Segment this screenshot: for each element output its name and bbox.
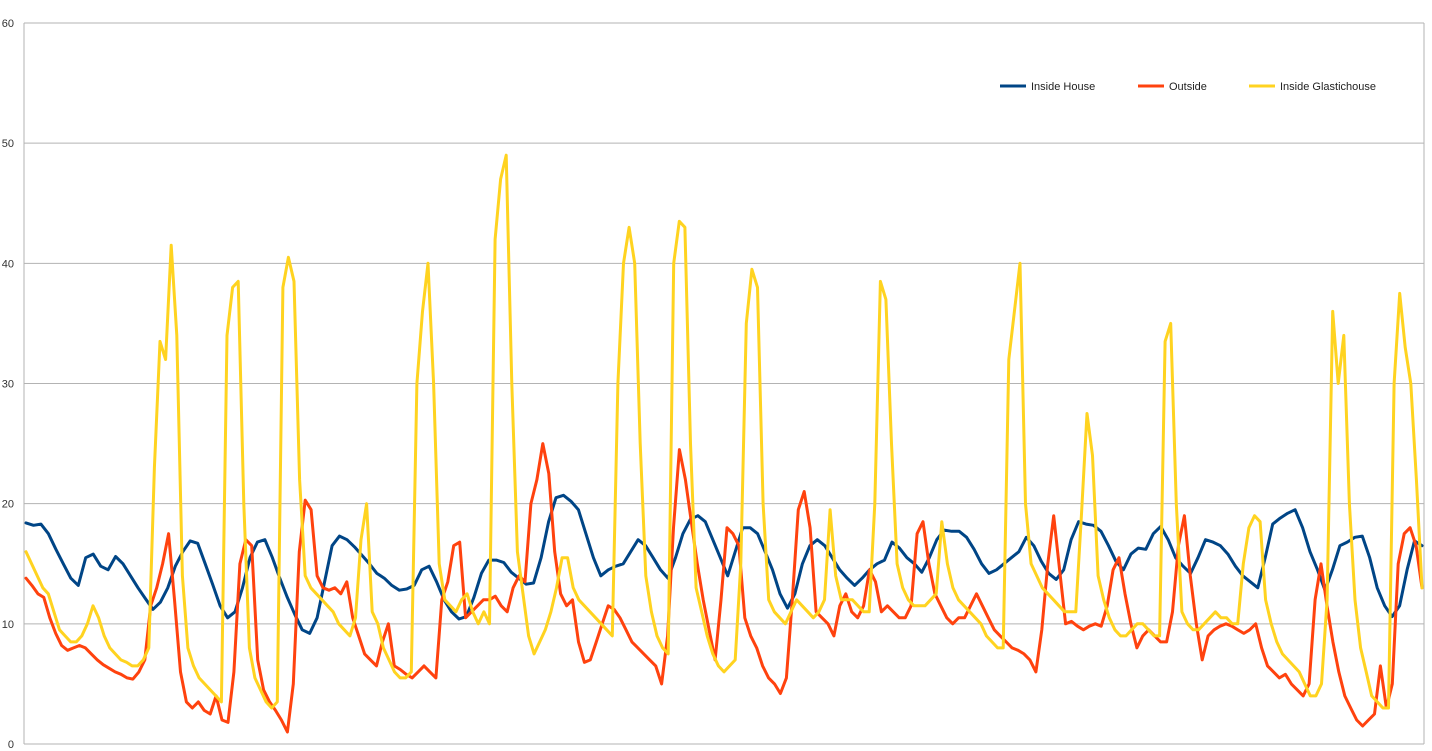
gridlines bbox=[23, 22, 1425, 745]
legend-label-inside-glastichouse: Inside Glastichouse bbox=[1280, 81, 1376, 93]
legend: Inside House Outside Inside Glastichouse bbox=[1000, 81, 1376, 93]
y-tick-label-50: 50 bbox=[2, 138, 14, 150]
y-tick-label-10: 10 bbox=[2, 619, 14, 631]
series-line-inside-glastichouse bbox=[24, 153, 1424, 710]
y-tick-label-40: 40 bbox=[2, 258, 14, 270]
y-axis-tick-labels: 0 10 20 30 40 50 60 bbox=[2, 18, 14, 751]
y-tick-label-60: 60 bbox=[2, 18, 14, 30]
y-tick-label-30: 30 bbox=[2, 379, 14, 391]
legend-label-inside-house: Inside House bbox=[1031, 81, 1095, 93]
series-lines bbox=[24, 153, 1424, 734]
y-tick-label-0: 0 bbox=[8, 739, 14, 751]
series-line-outside bbox=[24, 442, 1424, 734]
y-tick-label-20: 20 bbox=[2, 499, 14, 511]
legend-label-outside: Outside bbox=[1169, 81, 1207, 93]
